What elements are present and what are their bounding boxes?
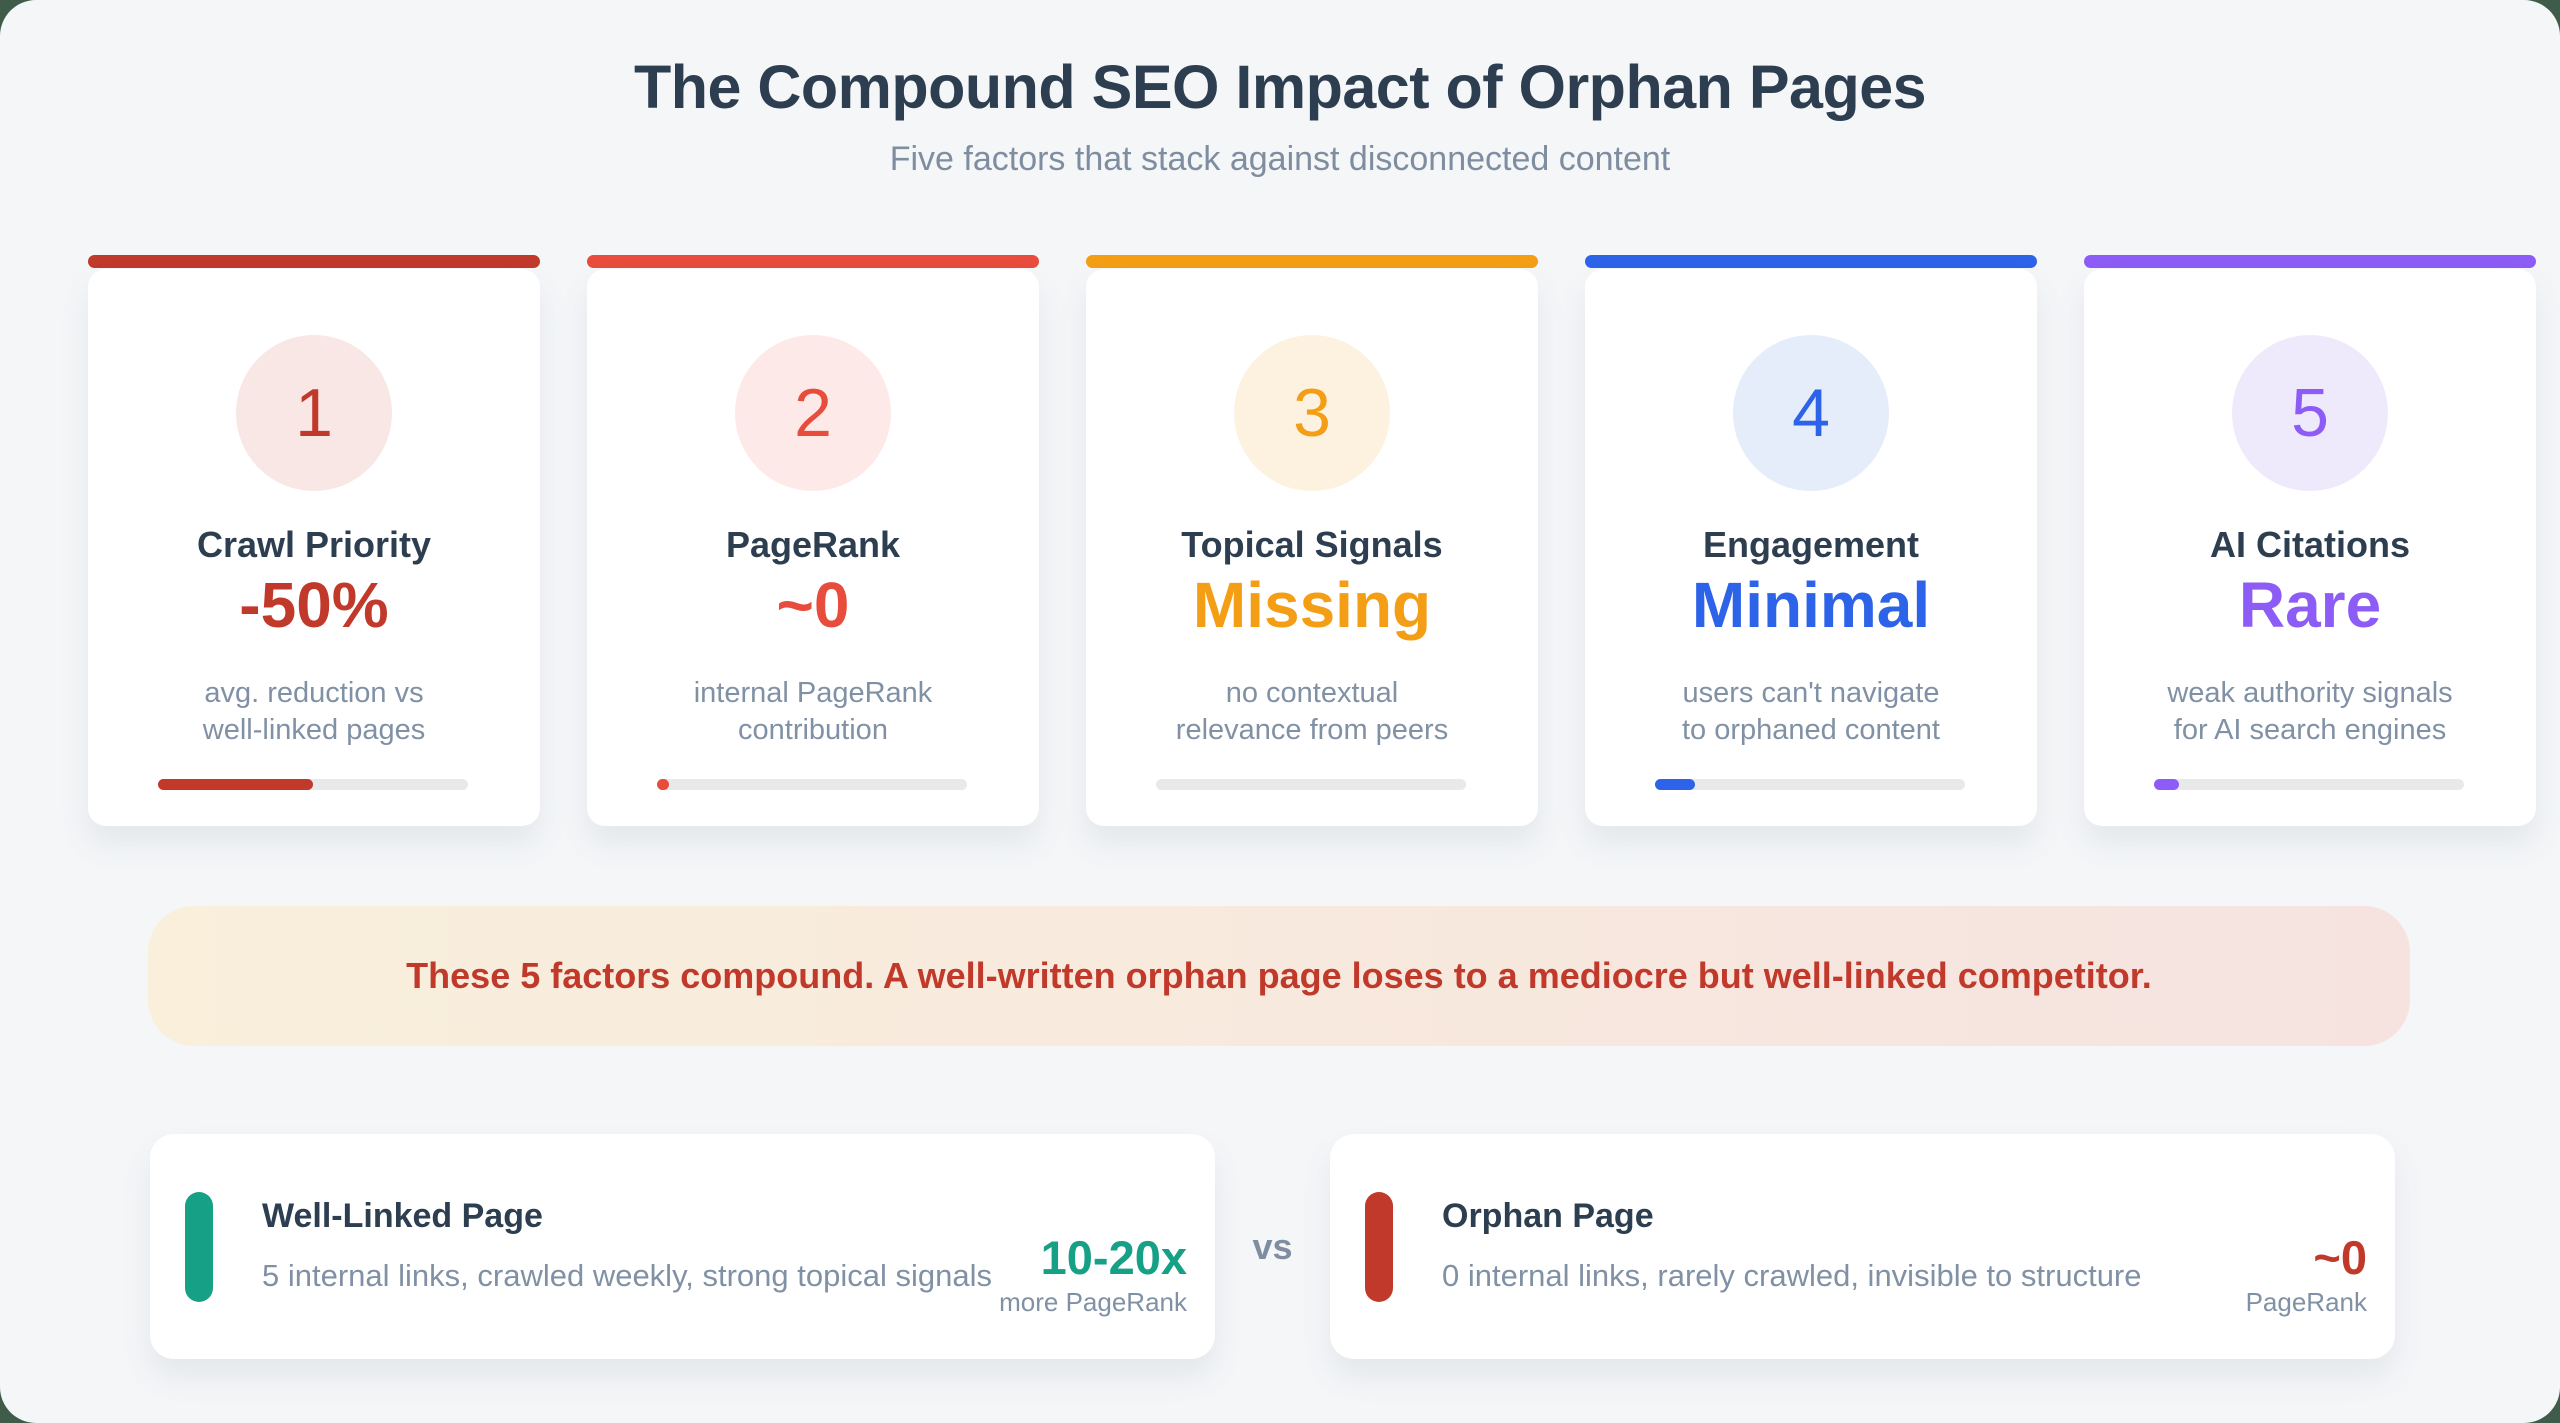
factor-description-line: internal PageRank (693, 677, 933, 709)
factor-topbar (88, 255, 540, 268)
vs-label: vs (1252, 1225, 1293, 1267)
comparison-stat: 10-20x more PageRank (999, 1234, 1187, 1315)
factor-description-line: no contextual (1225, 677, 1399, 709)
stat-value: ~0 (2313, 1231, 2367, 1284)
factor-progress-fill (2154, 779, 2179, 790)
factor-description-line: users can't navigate (1682, 677, 1940, 709)
comparison-card-title: Well-Linked Page (262, 1196, 543, 1235)
factor-topbar (587, 255, 1039, 268)
factor-topbar (2084, 255, 2536, 268)
factor-description: avg. reduction vs well-linked pages (203, 675, 425, 749)
factor-progress-track (1156, 779, 1466, 790)
factor-number: 4 (1792, 375, 1830, 451)
factor-progress-fill (657, 779, 670, 790)
factor-description-line: relevance from peers (1175, 714, 1449, 747)
factor-card-body: 4 Engagement Minimal users can't navigat… (1585, 269, 2037, 826)
factor-number-circle: 3 (1234, 335, 1390, 491)
factor-value: ~0 (776, 569, 850, 641)
factor-description-line: avg. reduction vs (204, 677, 424, 709)
factor-cards-row: 1 Crawl Priority -50% avg. reduction vs … (88, 255, 2536, 826)
factor-value: -50% (239, 569, 389, 641)
banner-text: These 5 factors compound. A well-written… (406, 955, 2152, 996)
factor-number: 1 (295, 375, 333, 451)
factor-card-pagerank: 2 PageRank ~0 internal PageRank contribu… (587, 255, 1039, 826)
factor-card-topical-signals: 3 Topical Signals Missing no contextual … (1086, 255, 1538, 826)
factor-card-crawl-priority: 1 Crawl Priority -50% avg. reduction vs … (88, 255, 540, 826)
well-linked-page-card: Well-Linked Page 5 internal links, crawl… (150, 1134, 1215, 1359)
factor-progress-track (158, 779, 468, 790)
factor-title: Topical Signals (1181, 524, 1443, 565)
comparison-card-title: Orphan Page (1442, 1196, 1654, 1235)
comparison-section: Well-Linked Page 5 internal links, crawl… (150, 1134, 2395, 1359)
factor-progress-track (657, 779, 967, 790)
factor-topbar (1086, 255, 1538, 268)
compound-warning-banner: These 5 factors compound. A well-written… (148, 906, 2410, 1046)
factor-card-body: 1 Crawl Priority -50% avg. reduction vs … (88, 269, 540, 826)
factor-description: no contextual relevance from peers (1176, 675, 1448, 749)
factor-number-circle: 2 (735, 335, 891, 491)
stat-label: PageRank (2245, 1287, 2367, 1317)
page-title: The Compound SEO Impact of Orphan Pages (633, 53, 1927, 121)
factor-description: users can't navigate to orphaned content (1682, 675, 1940, 749)
factor-description-line: well-linked pages (202, 714, 426, 747)
factor-topbar (1585, 255, 2037, 268)
comparison-card-description: 5 internal links, crawled weekly, strong… (262, 1257, 992, 1293)
factor-description: internal PageRank contribution (694, 675, 933, 749)
factor-title: PageRank (725, 524, 901, 565)
factor-card-body: 2 PageRank ~0 internal PageRank contribu… (587, 269, 1039, 826)
stat-label: more PageRank (999, 1287, 1187, 1317)
orphan-page-card: Orphan Page 0 internal links, rarely cra… (1330, 1134, 2395, 1359)
factor-description-line: for AI search engines (2173, 714, 2447, 747)
factor-number-circle: 1 (236, 335, 392, 491)
factor-title: Engagement (1702, 524, 1920, 565)
factor-number-circle: 5 (2232, 335, 2388, 491)
factor-description-line: to orphaned content (1682, 714, 1940, 747)
factor-progress-track (1655, 779, 1965, 790)
factor-title: Crawl Priority (196, 524, 432, 565)
accent-pill (1365, 1191, 1393, 1302)
factor-value: Rare (2238, 569, 2382, 641)
comparison-card-description: 0 internal links, rarely crawled, invisi… (1442, 1257, 2142, 1293)
factor-number: 5 (2291, 375, 2329, 451)
factor-card-body: 3 Topical Signals Missing no contextual … (1086, 269, 1538, 826)
factor-number: 2 (794, 375, 832, 451)
factor-progress-fill (158, 779, 313, 790)
factor-progress-track (2154, 779, 2464, 790)
factor-number: 3 (1293, 375, 1331, 451)
factor-description-line: contribution (738, 714, 888, 747)
factor-progress-fill (1655, 779, 1696, 790)
factor-description-line: weak authority signals (2167, 677, 2453, 709)
factor-number-circle: 4 (1733, 335, 1889, 491)
comparison-stat: ~0 PageRank (2246, 1234, 2367, 1315)
page-subtitle: Five factors that stack against disconne… (889, 140, 1671, 178)
factor-card-ai-citations: 5 AI Citations Rare weak authority signa… (2084, 255, 2536, 826)
factor-card-body: 5 AI Citations Rare weak authority signa… (2084, 269, 2536, 826)
factor-description: weak authority signals for AI search eng… (2167, 675, 2452, 749)
header: The Compound SEO Impact of Orphan Pages … (0, 0, 2560, 179)
factor-card-engagement: 4 Engagement Minimal users can't navigat… (1585, 255, 2037, 826)
factor-value: Minimal (1691, 569, 1931, 641)
accent-pill (185, 1191, 213, 1302)
factor-value: Missing (1192, 569, 1432, 641)
stat-value: 10-20x (1040, 1231, 1187, 1284)
factor-title: AI Citations (2209, 524, 2410, 565)
